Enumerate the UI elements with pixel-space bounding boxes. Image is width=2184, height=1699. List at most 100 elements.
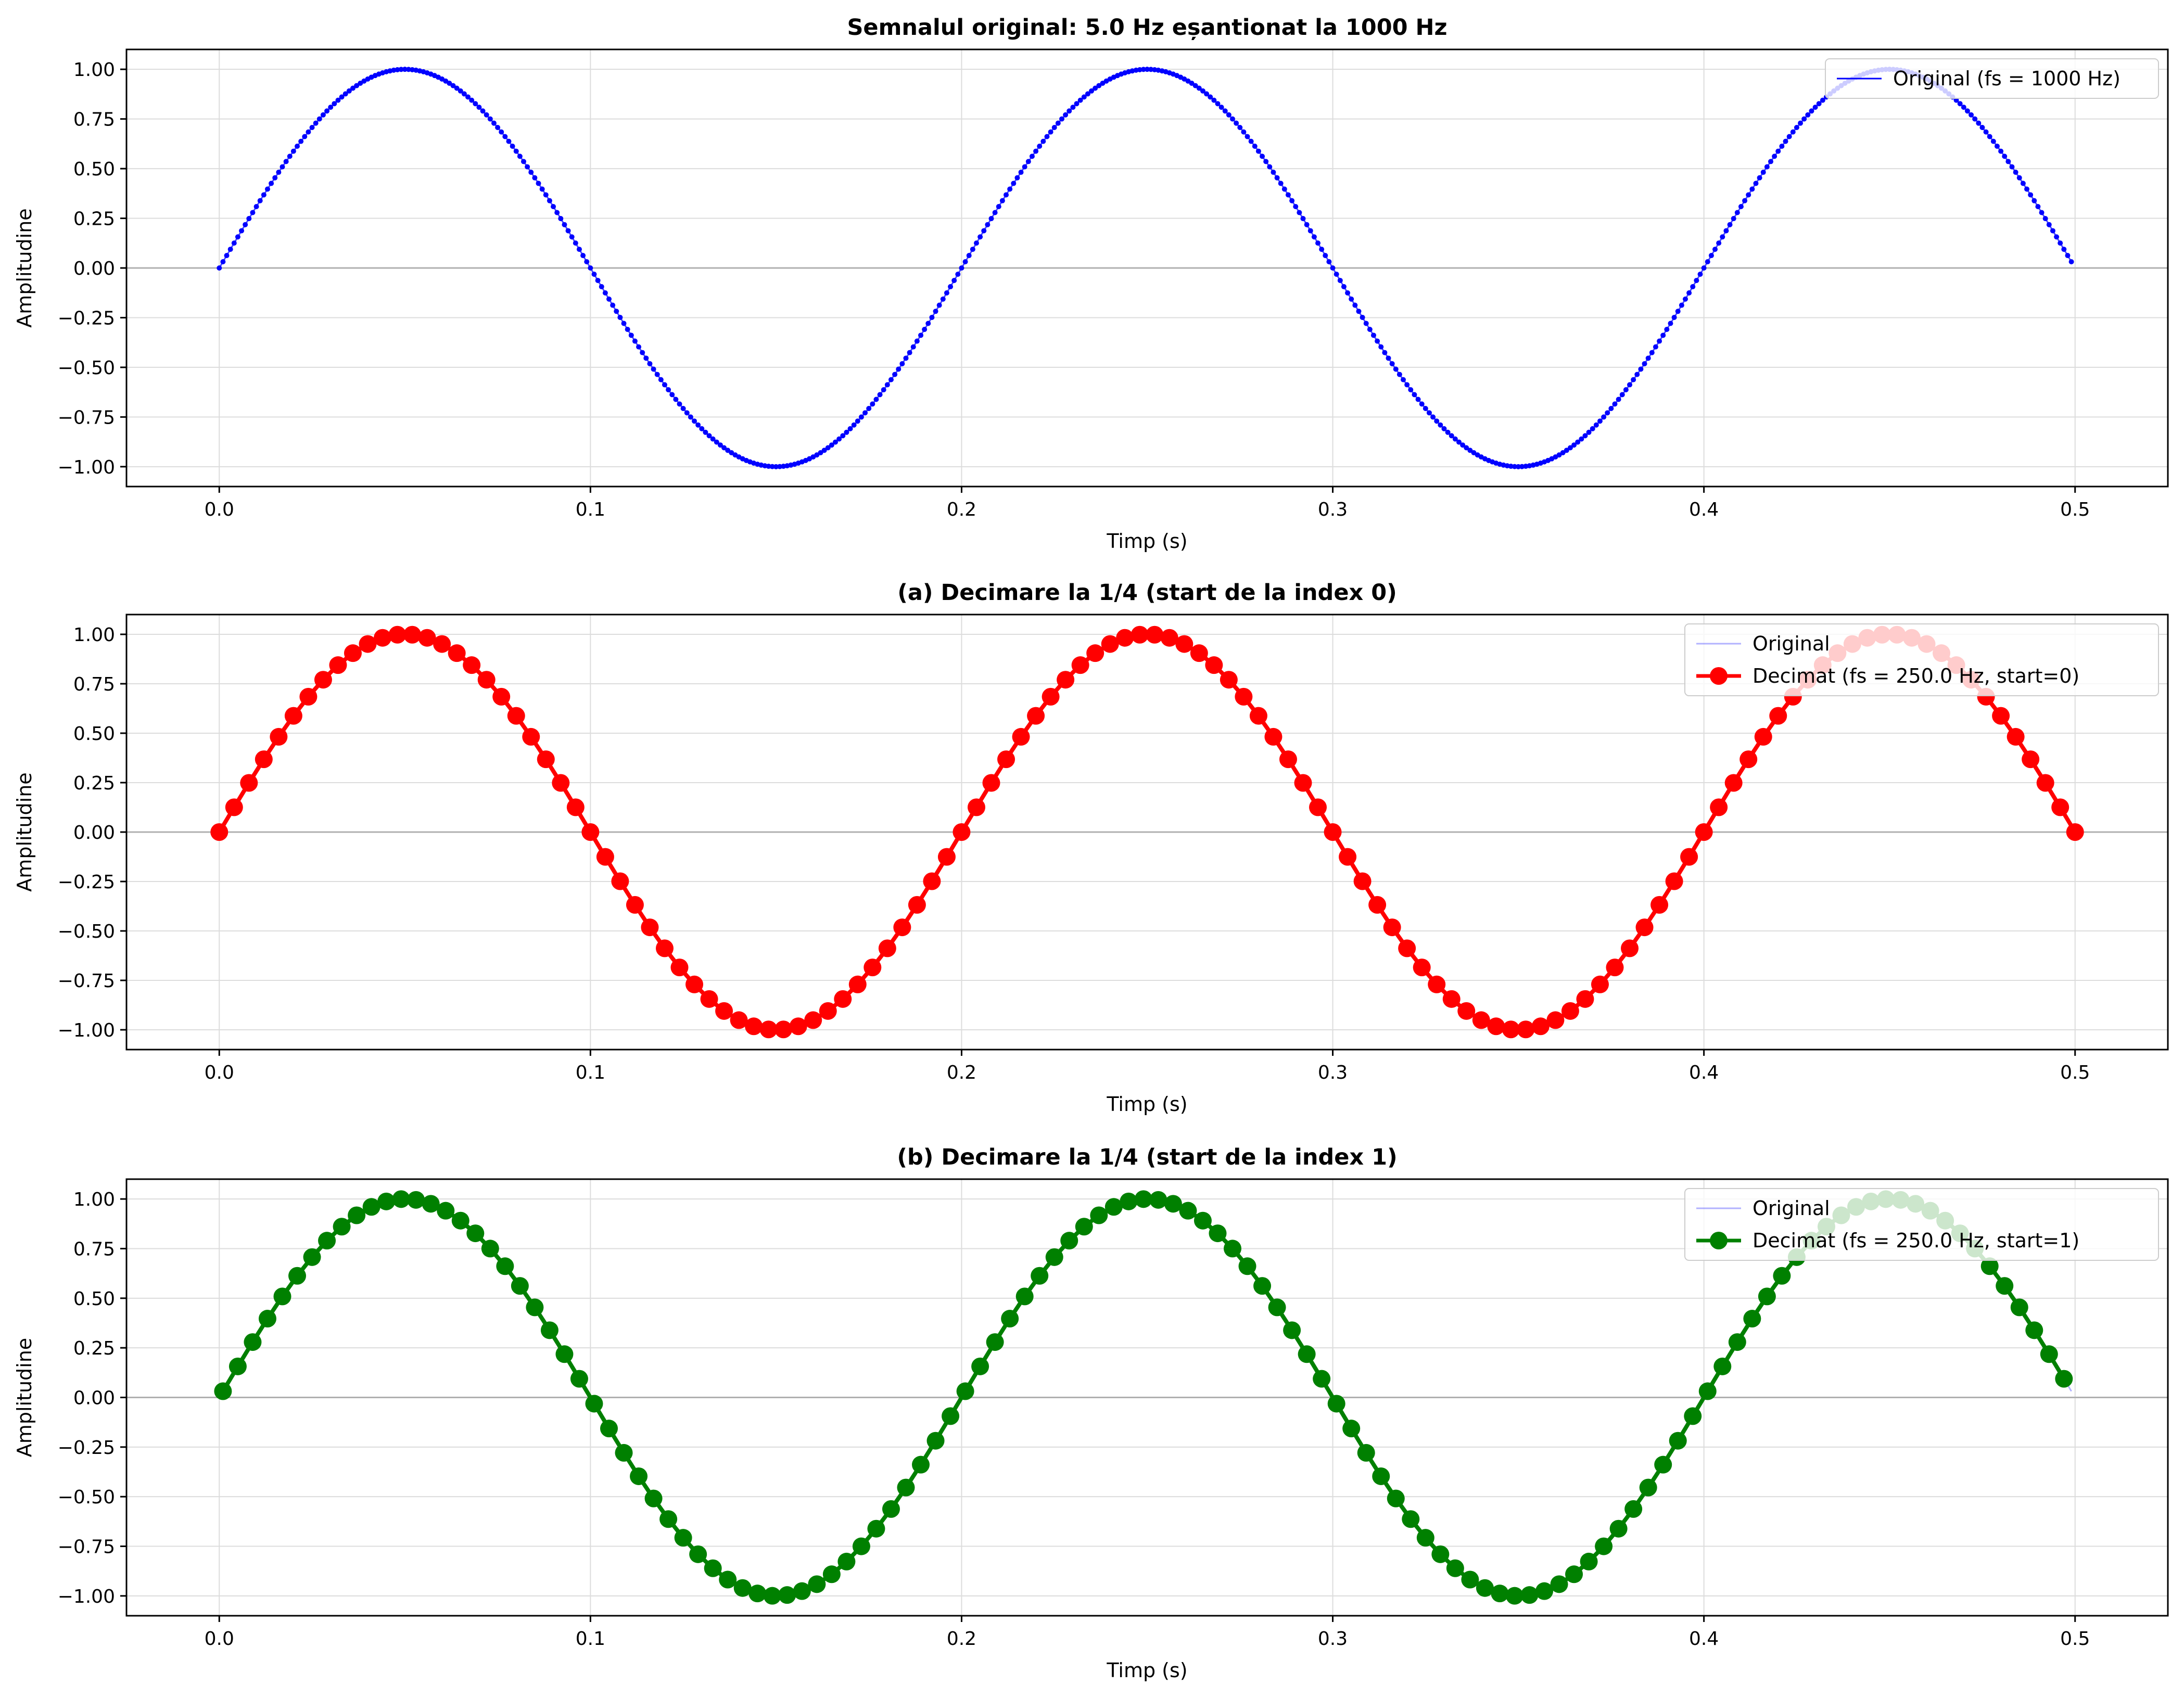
data-point	[666, 387, 671, 393]
data-point	[473, 101, 478, 107]
data-point	[1022, 164, 1027, 170]
data-point	[840, 433, 846, 439]
y-tick-label: −0.50	[58, 357, 115, 379]
data-point	[2020, 181, 2026, 186]
y-tick-label: 1.00	[73, 59, 115, 81]
data-point	[565, 228, 571, 234]
x-tick-label: 0.3	[1318, 499, 1348, 520]
data-point	[573, 240, 578, 246]
data-point	[377, 1192, 396, 1210]
data-point	[1360, 314, 1365, 320]
data-point	[240, 774, 258, 792]
data-point	[655, 939, 674, 957]
data-point	[1998, 148, 2004, 154]
legend-label: Decimat (fs = 250.0 Hz, start=1)	[1753, 1229, 2079, 1252]
data-point	[2028, 192, 2034, 198]
data-point	[1697, 271, 1703, 277]
data-point	[1393, 366, 1399, 372]
data-point	[2054, 234, 2060, 240]
data-point	[804, 1011, 822, 1029]
data-point	[706, 433, 712, 439]
data-point	[1134, 1190, 1152, 1208]
data-point	[1727, 222, 1733, 227]
data-point	[1372, 1467, 1390, 1485]
data-point	[392, 1190, 410, 1208]
data-point	[1330, 265, 1336, 271]
data-point	[244, 1333, 262, 1351]
data-point	[481, 1240, 499, 1258]
data-point	[821, 448, 827, 453]
x-tick-label: 0.0	[205, 1628, 234, 1650]
data-point	[1252, 143, 1258, 149]
data-point	[1605, 410, 1610, 416]
data-point	[283, 159, 289, 164]
data-point	[1460, 442, 1466, 448]
data-point	[1738, 204, 1744, 210]
chart-panel-0: 0.0 0.1 0.2 0.3 0.4 0.5 1.00 0.75 0.50 0.25 0.00 −0…	[13, 15, 2169, 553]
data-point	[507, 707, 525, 725]
data-point	[2039, 210, 2045, 215]
data-point	[1342, 1420, 1361, 1438]
data-point	[1029, 154, 1035, 159]
data-point	[526, 1298, 544, 1317]
legend: Original Decimat (fs = 250.0 Hz, start=0)	[1684, 623, 2159, 696]
data-point	[333, 1218, 351, 1236]
y-tick-label: −0.50	[58, 921, 115, 942]
data-point	[1045, 1248, 1063, 1266]
data-point	[513, 148, 519, 154]
data-point	[1794, 125, 1799, 131]
data-point	[936, 302, 942, 308]
data-point	[1300, 216, 1306, 222]
data-point	[469, 97, 475, 103]
data-point	[1241, 129, 1247, 135]
data-point	[1724, 774, 1743, 792]
data-point	[1416, 1529, 1434, 1547]
data-point	[1375, 338, 1380, 344]
data-point	[502, 134, 508, 139]
data-point	[643, 355, 649, 361]
data-point	[1757, 175, 1762, 181]
data-point	[1319, 247, 1325, 252]
data-point	[477, 671, 496, 689]
x-axis-label: Timp (s)	[1106, 1659, 1187, 1682]
data-point	[1705, 259, 1710, 265]
data-point	[1085, 91, 1090, 97]
data-point	[270, 727, 288, 746]
data-point	[825, 445, 831, 451]
data-point	[719, 1570, 737, 1589]
data-point	[925, 321, 931, 326]
data-point	[350, 85, 355, 91]
data-point	[1386, 355, 1391, 361]
data-point	[893, 918, 911, 937]
data-point	[2005, 159, 2011, 164]
data-point	[299, 687, 318, 706]
data-point	[1313, 1370, 1331, 1388]
data-point	[2058, 240, 2063, 246]
data-point	[1004, 192, 1009, 198]
chart-panel-1: 0.0 0.1 0.2 0.3 0.4 0.5 1.00 0.75 0.50 0.25 0.00 −0…	[13, 580, 2169, 1116]
data-point	[1222, 108, 1228, 114]
data-point	[1816, 101, 1822, 107]
data-point	[1979, 125, 1985, 131]
data-point	[1519, 464, 1525, 469]
data-point	[1734, 210, 1740, 215]
y-tick-label: 0.25	[73, 1338, 115, 1359]
x-tick-label: 0.2	[947, 499, 976, 520]
data-point	[1238, 1257, 1256, 1275]
data-point	[1289, 198, 1295, 203]
data-point	[332, 101, 337, 107]
data-point	[864, 959, 882, 977]
y-tick-label: 0.25	[73, 773, 115, 794]
data-point	[570, 1370, 588, 1388]
data-point	[997, 750, 1015, 769]
data-point	[1650, 896, 1669, 914]
data-point	[1401, 377, 1406, 382]
data-point	[1025, 159, 1031, 164]
data-point	[858, 414, 864, 420]
x-tick-label: 0.4	[1689, 1628, 1719, 1650]
data-point	[700, 990, 718, 1008]
data-point	[1264, 727, 1283, 746]
data-point	[1820, 97, 1825, 103]
data-point	[239, 228, 245, 234]
data-point	[1018, 170, 1024, 175]
